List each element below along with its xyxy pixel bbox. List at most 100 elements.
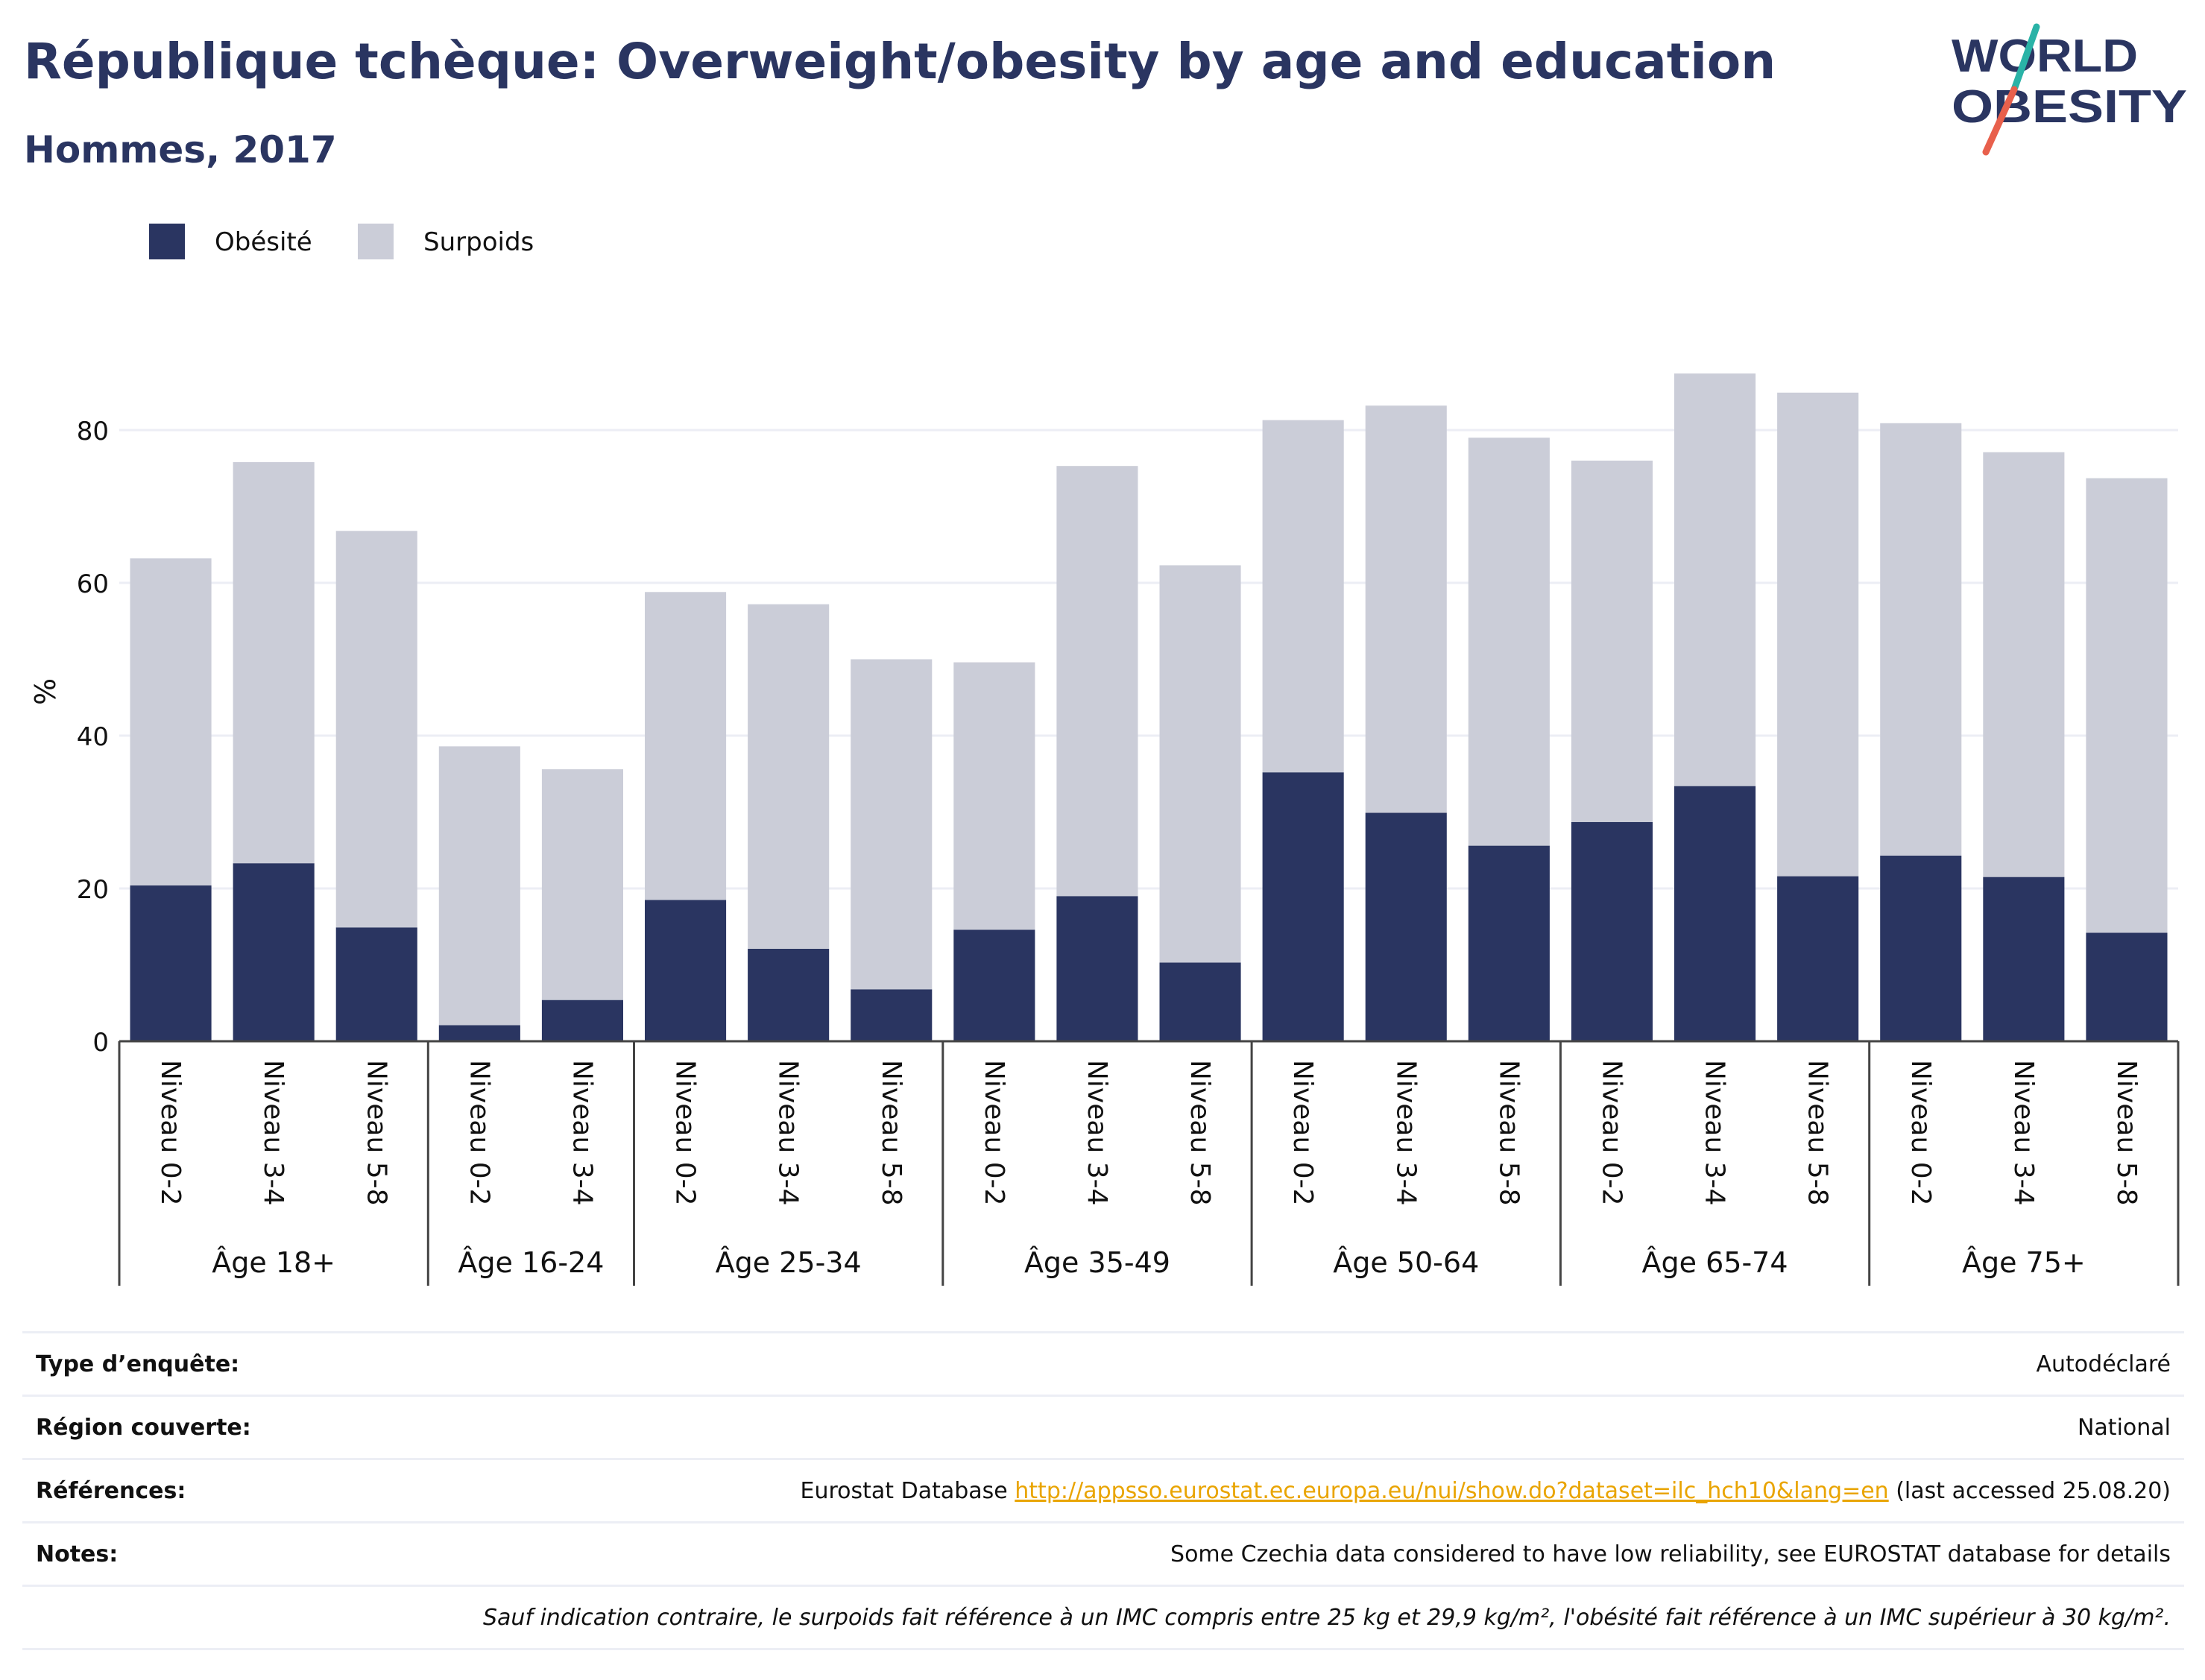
- bars: [130, 373, 2168, 1041]
- bar-surpoids: [1983, 452, 2065, 877]
- x-tick-label: Niveau 3-4: [258, 1060, 288, 1206]
- x-tick-label: Niveau 5-8: [876, 1060, 906, 1206]
- x-tick-label: Niveau 3-4: [1390, 1060, 1421, 1206]
- bar-surpoids: [130, 558, 212, 885]
- bar-surpoids: [1880, 423, 1962, 856]
- bar-obesite: [1880, 855, 1962, 1041]
- bar-obesite: [1365, 812, 1447, 1041]
- bar-obesite: [2086, 932, 2168, 1041]
- x-tick-label: Niveau 3-4: [1700, 1060, 1730, 1206]
- bar-obesite: [438, 1025, 520, 1041]
- bar-obesite: [851, 989, 933, 1041]
- table-row: Références: Eurostat Database http://app…: [22, 1458, 2184, 1523]
- group-label: Âge 18+: [212, 1246, 335, 1279]
- bar-surpoids: [1365, 405, 1447, 813]
- references-suffix: (last accessed 25.08.20): [1888, 1477, 2171, 1504]
- legend-label-obesite: Obésité: [215, 227, 312, 257]
- x-tick-label: Niveau 0-2: [1287, 1060, 1318, 1206]
- bar-obesite: [1674, 786, 1756, 1041]
- bar-surpoids: [851, 659, 933, 990]
- legend-label-surpoids: Surpoids: [423, 227, 534, 257]
- bar-surpoids: [748, 604, 830, 949]
- eurostat-link[interactable]: http://appsso.eurostat.ec.europa.eu/nui/…: [1015, 1477, 1889, 1504]
- region-value: National: [326, 1395, 2184, 1459]
- bar-obesite: [1571, 821, 1653, 1041]
- notes-value: Some Czechia data considered to have low…: [326, 1521, 2184, 1586]
- bar-surpoids: [1571, 461, 1653, 822]
- bar-obesite: [1262, 772, 1344, 1041]
- group-labels: Âge 18+ Âge 16-24 Âge 25-34 Âge 35-49 Âge 50…: [118, 1041, 2180, 1286]
- world-obesity-logo: WORLD OBESITY: [1952, 23, 2187, 156]
- references-prefix: Eurostat Database: [800, 1477, 1015, 1504]
- bar-surpoids: [645, 592, 727, 900]
- x-tick-label: Niveau 5-8: [1184, 1060, 1215, 1206]
- bar-surpoids: [1262, 420, 1344, 773]
- region-label: Région couverte:: [22, 1395, 327, 1459]
- y-axis-label: %: [29, 678, 62, 705]
- table-row: Notes: Some Czechia data considered to h…: [22, 1521, 2184, 1586]
- logo-slash-top: [2010, 23, 2040, 93]
- x-tick-label: Niveau 0-2: [1905, 1060, 1936, 1206]
- bar-obesite: [645, 900, 727, 1041]
- survey-type-label: Type d’enquête:: [22, 1331, 327, 1396]
- page-subtitle: Hommes, 2017: [24, 128, 337, 171]
- table-row: Région couverte: National: [22, 1395, 2184, 1459]
- y-tick-label: 40: [77, 722, 109, 752]
- group-label: Âge 75+: [1962, 1246, 2086, 1279]
- x-tick-label: Niveau 3-4: [2008, 1060, 2039, 1206]
- x-tick-label: Niveau 0-2: [979, 1060, 1009, 1206]
- y-tick-label: 0: [92, 1028, 109, 1058]
- bar-obesite: [748, 948, 830, 1041]
- bar-obesite: [1777, 876, 1859, 1041]
- table-row: Sauf indication contraire, le surpoids f…: [22, 1585, 2184, 1650]
- logo-slash-bottom: [1982, 86, 2018, 156]
- bar-obesite: [233, 863, 315, 1041]
- legend-swatch-obesite: [149, 224, 185, 259]
- group-label: Âge 65-74: [1642, 1246, 1788, 1279]
- bar-surpoids: [438, 746, 520, 1026]
- logo-line1: WORLD: [1952, 31, 2138, 82]
- references-value: Eurostat Database http://appsso.eurostat…: [326, 1458, 2184, 1523]
- footnote: Sauf indication contraire, le surpoids f…: [22, 1585, 2184, 1650]
- x-tick-label: Niveau 3-4: [567, 1060, 597, 1206]
- bar-surpoids: [1056, 466, 1138, 897]
- bar-surpoids: [1674, 373, 1756, 786]
- group-label: Âge 35-49: [1024, 1246, 1170, 1279]
- metadata-table: Type d’enquête: Autodéclaré Région couve…: [22, 1331, 2184, 1650]
- chart-legend: Obésité Surpoids: [149, 224, 534, 259]
- bar-surpoids: [2086, 478, 2168, 933]
- bar-surpoids: [541, 769, 623, 1000]
- y-axis-ticks: 0 20 40 60 80: [77, 417, 109, 1058]
- bar-obesite: [1468, 845, 1550, 1041]
- bar-surpoids: [1777, 392, 1859, 877]
- logo-line2: OBESITY: [1952, 81, 2187, 133]
- y-tick-label: 60: [77, 569, 109, 599]
- x-tick-label: Niveau 5-8: [1802, 1060, 1833, 1206]
- bar-surpoids: [335, 531, 417, 928]
- y-tick-label: 20: [77, 875, 109, 905]
- bar-surpoids: [1468, 438, 1550, 846]
- bar-obesite: [1159, 962, 1241, 1041]
- x-tick-label: Niveau 5-8: [1493, 1060, 1524, 1206]
- group-label: Âge 16-24: [458, 1246, 604, 1279]
- x-tick-label: Niveau 0-2: [464, 1060, 494, 1206]
- x-tick-label: Niveau 5-8: [2111, 1060, 2142, 1206]
- x-tick-label: Niveau 5-8: [361, 1060, 391, 1206]
- bar-obesite: [130, 885, 212, 1041]
- x-tick-label: Niveau 3-4: [1082, 1060, 1112, 1206]
- bar-obesite: [335, 927, 417, 1041]
- bar-surpoids: [1159, 565, 1241, 963]
- notes-label: Notes:: [22, 1521, 327, 1586]
- references-label: Références:: [22, 1458, 327, 1523]
- gridlines: [119, 429, 2178, 890]
- bar-obesite: [953, 929, 1035, 1041]
- x-tick-label: Niveau 0-2: [670, 1060, 701, 1206]
- x-tick-label: Niveau 0-2: [155, 1060, 186, 1206]
- bar-obesite: [541, 1000, 623, 1041]
- x-axis-labels: Niveau 0-2 Niveau 3-4 Niveau 5-8 Niveau 0-2…: [155, 1060, 2142, 1206]
- table-row: Type d’enquête: Autodéclaré: [22, 1331, 2184, 1396]
- bar-obesite: [1056, 896, 1138, 1041]
- y-tick-label: 80: [77, 417, 109, 446]
- bar-surpoids: [953, 662, 1035, 930]
